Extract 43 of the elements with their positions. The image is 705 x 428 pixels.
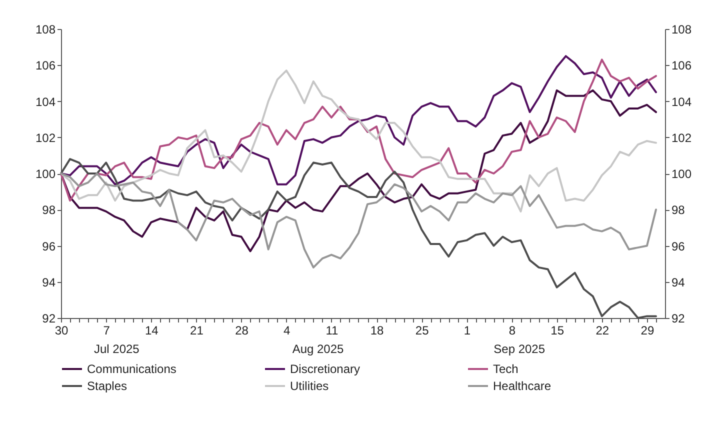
legend-label: Communications [87, 362, 176, 376]
y2-tick-label: 100 [672, 167, 692, 181]
y-tick-label: 108 [35, 22, 56, 36]
y2-tick-label: 104 [672, 94, 692, 109]
x-tick-label: 22 [596, 324, 610, 338]
legend-label: Discretionary [290, 362, 360, 376]
x-tick-label: 1 [464, 324, 471, 338]
text: Jul 2025 [94, 342, 140, 356]
legend-label: Utilities [290, 379, 329, 393]
x-tick-label: 14 [144, 324, 159, 338]
x-tick-label: 7 [103, 324, 110, 338]
x-tick-label: 28 [235, 324, 249, 338]
legend-label: Tech [493, 362, 518, 376]
text: Aug 2025 [292, 342, 344, 356]
x-tick-label: 21 [190, 324, 204, 338]
y2-tick-label: 94 [672, 275, 686, 290]
y2-tick-label: 106 [672, 58, 692, 73]
x-tick-label: 15 [550, 324, 564, 338]
x-tick-label: 30 [54, 324, 68, 338]
y-tick-label: 106 [35, 58, 56, 73]
x-tick-label: 11 [326, 324, 338, 338]
x-tick-label: 4 [284, 324, 291, 338]
legend-label: Healthcare [493, 379, 552, 393]
y-tick-label: 98 [42, 203, 56, 218]
x-tick-label: 18 [370, 324, 384, 338]
x-tick-label: 25 [415, 324, 430, 338]
y-tick-label: 104 [35, 94, 56, 109]
legend-label: Staples [87, 379, 128, 393]
y2-tick-label: 102 [672, 130, 692, 145]
y-tick-label: 96 [42, 239, 56, 254]
line-series [60, 172, 657, 268]
y-tick-label: 100 [35, 167, 56, 181]
x-tick-label: 29 [640, 324, 654, 338]
y-tick-label: 94 [42, 275, 56, 290]
y2-tick-label: 92 [672, 312, 686, 326]
y2-tick-label: 96 [672, 239, 686, 254]
y2-tick-label: 108 [672, 22, 692, 36]
y-tick-label: 92 [42, 312, 56, 326]
text: Sep 2025 [494, 342, 546, 356]
x-tick-label: 8 [508, 324, 516, 338]
line-series [60, 89, 657, 252]
y2-tick-label: 98 [672, 203, 686, 218]
y-tick-label: 102 [35, 130, 56, 145]
